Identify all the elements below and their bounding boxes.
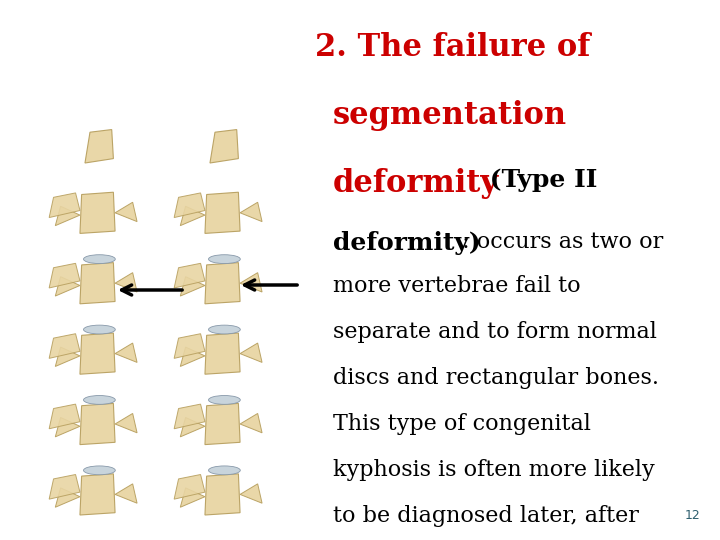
Polygon shape [80,192,115,233]
Text: discs and rectangular bones.: discs and rectangular bones. [333,367,659,389]
Polygon shape [174,264,205,288]
Polygon shape [240,414,262,433]
Text: : occurs as two or: : occurs as two or [455,231,663,253]
Polygon shape [240,202,262,221]
Polygon shape [174,475,205,499]
Polygon shape [180,276,205,296]
Ellipse shape [84,325,115,334]
Polygon shape [205,192,240,233]
Polygon shape [180,347,205,367]
Polygon shape [174,193,205,218]
Polygon shape [80,403,115,444]
Polygon shape [80,262,115,304]
Polygon shape [180,206,205,226]
Polygon shape [80,474,115,515]
Polygon shape [174,404,205,429]
Polygon shape [115,343,137,362]
Polygon shape [49,264,80,288]
Polygon shape [80,333,115,374]
Text: to be diagnosed later, after: to be diagnosed later, after [333,505,639,527]
Polygon shape [240,273,262,292]
Ellipse shape [84,255,115,264]
Ellipse shape [84,466,115,475]
Polygon shape [55,417,80,437]
Text: separate and to form normal: separate and to form normal [333,321,657,343]
Text: segmentation: segmentation [333,100,567,131]
Text: This type of congenital: This type of congenital [333,413,591,435]
Text: kyphosis is often more likely: kyphosis is often more likely [333,459,654,481]
Polygon shape [240,484,262,503]
Polygon shape [115,273,137,292]
Polygon shape [180,488,205,507]
Text: deformity): deformity) [333,231,481,255]
Polygon shape [49,475,80,499]
Polygon shape [240,343,262,362]
Polygon shape [49,193,80,218]
Polygon shape [85,130,113,163]
Polygon shape [49,404,80,429]
Polygon shape [180,417,205,437]
Ellipse shape [209,395,240,404]
Polygon shape [55,276,80,296]
Polygon shape [55,488,80,507]
Text: 12: 12 [684,509,700,522]
Polygon shape [210,130,238,163]
Polygon shape [115,414,137,433]
Ellipse shape [84,395,115,404]
Polygon shape [205,403,240,444]
Polygon shape [115,202,137,221]
Polygon shape [174,334,205,359]
Text: 2. The failure of: 2. The failure of [315,32,590,63]
Polygon shape [55,347,80,367]
Polygon shape [205,474,240,515]
Polygon shape [115,484,137,503]
Polygon shape [205,333,240,374]
Text: more vertebrae fail to: more vertebrae fail to [333,275,580,297]
Polygon shape [55,206,80,226]
Ellipse shape [209,466,240,475]
Polygon shape [49,334,80,359]
Ellipse shape [209,325,240,334]
Polygon shape [205,262,240,304]
Ellipse shape [209,255,240,264]
Text: (Type II: (Type II [481,168,598,192]
Text: deformity: deformity [333,168,499,199]
